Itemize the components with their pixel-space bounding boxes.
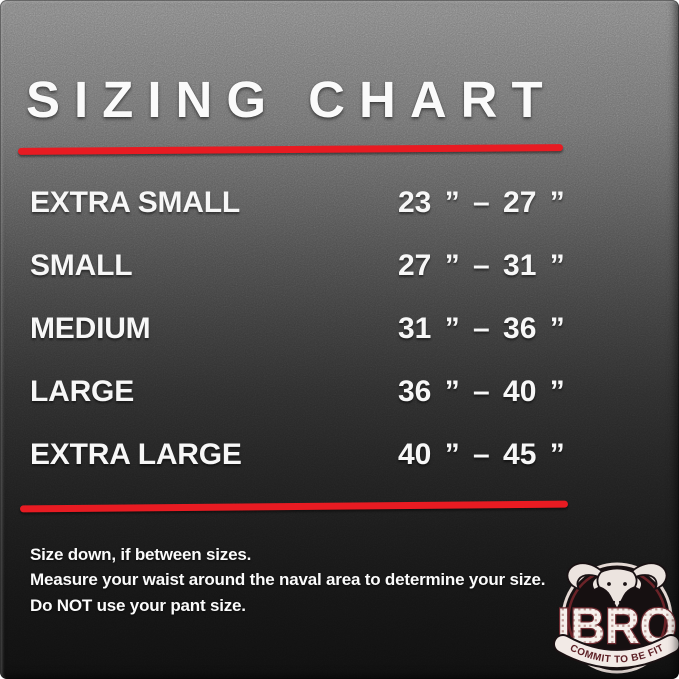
size-range: 36 ” – 40 ” xyxy=(398,374,565,408)
size-range: 40 ” – 45 ” xyxy=(398,437,565,471)
note-line: Measure your waist around the naval area… xyxy=(30,570,546,590)
table-row: EXTRA LARGE 40 ” – 45 ” xyxy=(30,423,659,486)
table-row: MEDIUM 31 ” – 36 ” xyxy=(30,297,659,360)
size-label: LARGE xyxy=(30,374,135,408)
size-label: MEDIUM xyxy=(30,311,151,345)
note-line: Size down, if between sizes. xyxy=(30,545,252,564)
ibro-logo: IBRO COMMIT TO BE FIT xyxy=(553,562,679,674)
bull-head-icon xyxy=(566,562,668,610)
page-title: SIZING CHART xyxy=(26,71,557,128)
logo-ribbon: COMMIT TO BE FIT xyxy=(553,634,679,669)
divider-line-bottom xyxy=(19,500,569,513)
size-label: EXTRA LARGE xyxy=(30,437,242,471)
measurement-notes: Size down, if between sizes. Measure you… xyxy=(30,542,546,618)
note-line: Do NOT use your pant size. xyxy=(30,595,246,615)
size-range: 27 ” – 31 ” xyxy=(398,248,565,282)
size-label: EXTRA SMALL xyxy=(30,185,241,219)
table-row: LARGE 36 ” – 40 ” xyxy=(30,360,659,423)
table-row: SMALL 27 ” – 31 ” xyxy=(30,234,659,297)
size-range: 23 ” – 27 ” xyxy=(398,185,565,219)
table-row: EXTRA SMALL 23 ” – 27 ” xyxy=(30,171,659,234)
divider-line-top xyxy=(17,144,564,155)
size-label: SMALL xyxy=(30,248,133,282)
size-range: 31 ” – 36 ” xyxy=(398,311,565,345)
size-table: EXTRA SMALL 23 ” – 27 ” SMALL 27 ” – 31 … xyxy=(30,171,659,486)
